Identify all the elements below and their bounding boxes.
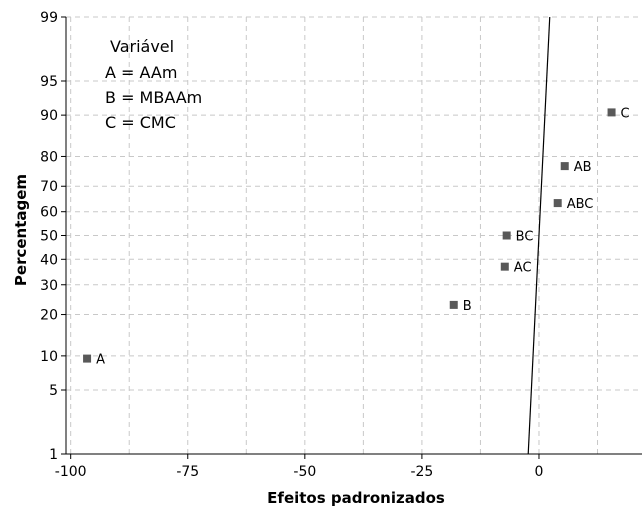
data-point-label-ac: AC (514, 261, 532, 276)
y-tick-label: 30 (40, 278, 58, 294)
x-tick-label: -25 (410, 464, 433, 480)
data-point-c (607, 108, 616, 117)
data-point-bc (502, 231, 511, 240)
x-tick-label: -75 (176, 464, 199, 480)
legend-title: Variável (110, 37, 174, 56)
data-point-a (83, 354, 92, 363)
x-axis-title: Efeitos padronizados (267, 489, 445, 506)
data-point-label-c: C (621, 106, 630, 121)
data-point-b (449, 300, 458, 309)
y-tick-label: 50 (40, 229, 58, 245)
legend-entry-a: A = AAm (105, 63, 177, 82)
y-tick-label: 10 (40, 349, 58, 365)
grid-lines (66, 16, 642, 455)
y-tick-label: 90 (40, 108, 58, 124)
x-tick-label: 0 (535, 464, 544, 480)
legend-entry-c: C = CMC (105, 113, 176, 132)
x-tick-label: -50 (293, 464, 316, 480)
y-tick-label: 70 (40, 179, 58, 195)
data-point-label-a: A (96, 353, 105, 368)
normal-reference-line (527, 16, 551, 455)
data-point-label-abc: ABC (567, 197, 594, 212)
y-tick-label: 99 (40, 10, 58, 26)
y-tick-label: 1 (49, 447, 58, 463)
y-tick-label: 40 (40, 252, 58, 268)
data-point-ac (500, 262, 509, 271)
y-tick-label: 95 (40, 74, 58, 90)
axes: -100 -75 -50 -25 0 1 5 10 20 30 40 50 60 70 80 90 95 99 (40, 10, 642, 480)
data-point-label-bc: BC (516, 230, 534, 245)
data-point-label-ab: AB (574, 160, 592, 175)
data-point-abc (553, 199, 562, 208)
y-tick-label: 80 (40, 149, 58, 165)
legend-entry-b: B = MBAAm (105, 88, 202, 107)
y-axis-title: Percentagem (12, 174, 30, 286)
data-point-ab (560, 162, 569, 171)
y-tick-label: 60 (40, 205, 58, 221)
y-tick-label: 5 (49, 383, 58, 399)
reference-line (527, 16, 551, 455)
legend: Variável A = AAm B = MBAAm C = CMC (105, 37, 202, 132)
x-tick-label: -100 (55, 464, 87, 480)
y-tick-label: 20 (40, 308, 58, 324)
data-point-label-b: B (463, 299, 472, 314)
